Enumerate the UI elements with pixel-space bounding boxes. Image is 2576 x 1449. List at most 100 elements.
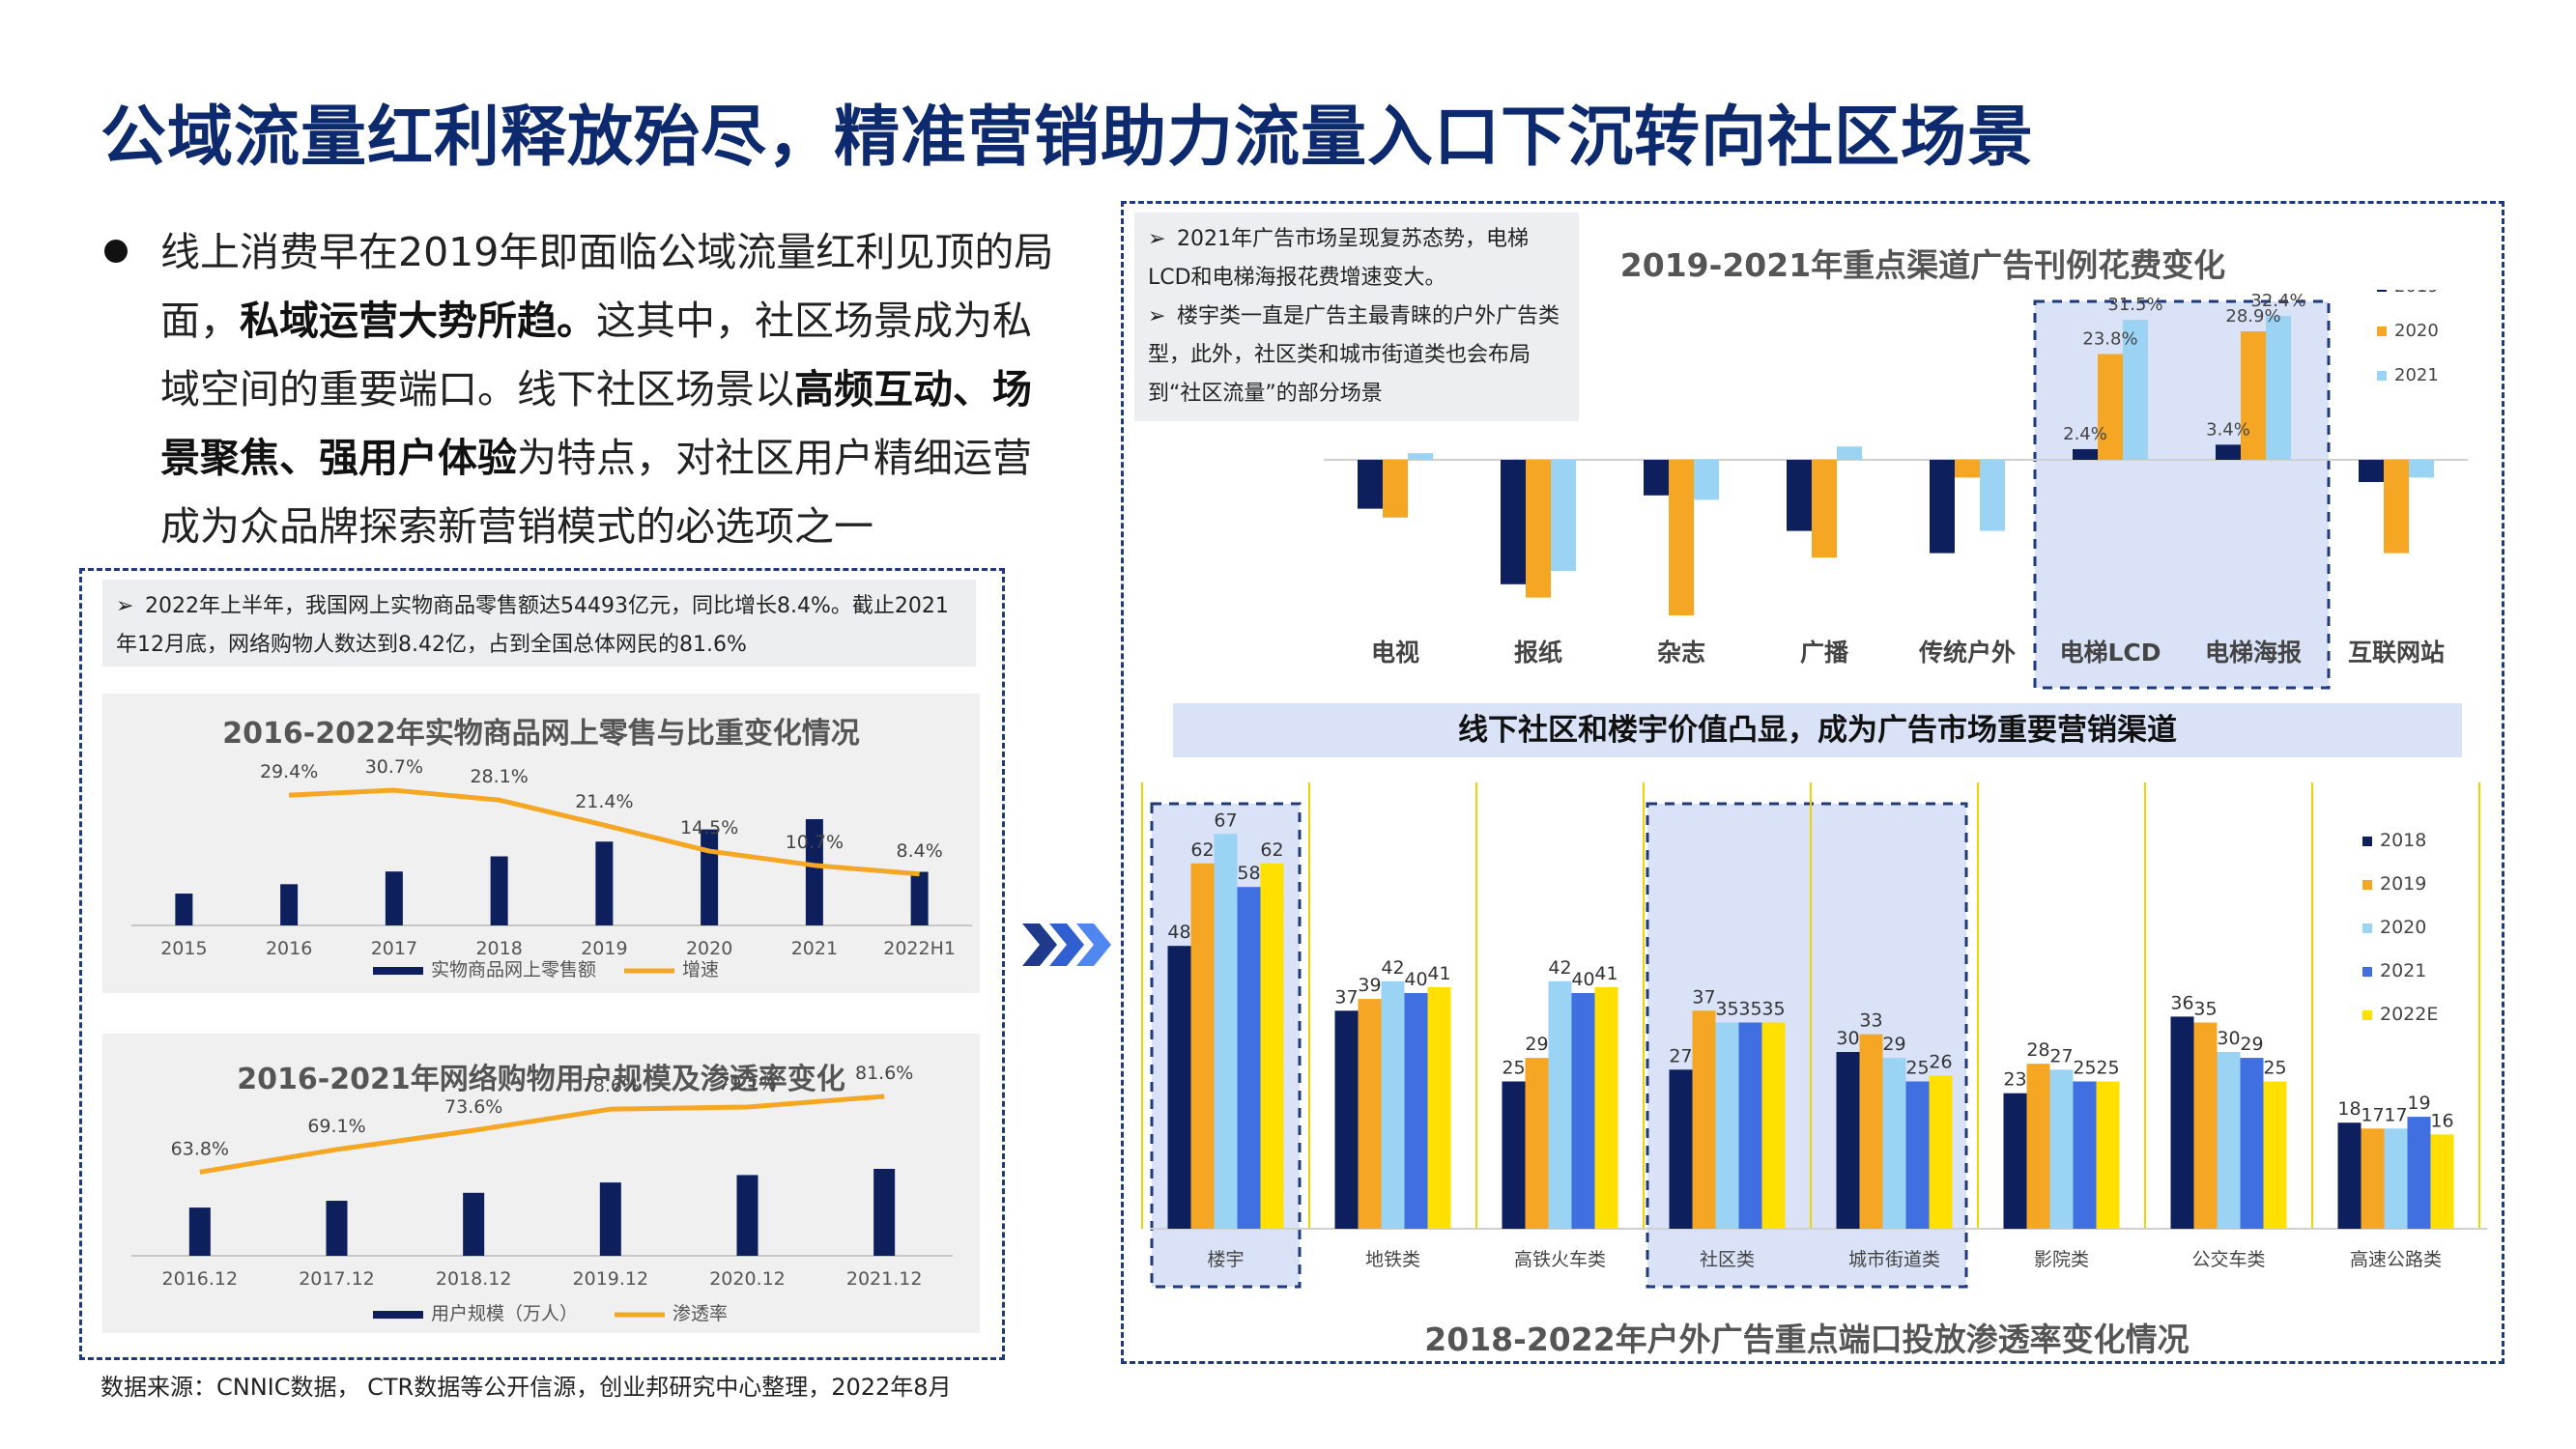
data-label: 41 [1427, 963, 1450, 984]
bar [1502, 1081, 1526, 1229]
data-label: 32.4% [2250, 291, 2305, 311]
bar [1525, 1058, 1549, 1229]
data-label: 29 [1525, 1034, 1548, 1055]
bar [2409, 460, 2434, 478]
chart2-panel [102, 1034, 980, 1333]
bar [1404, 993, 1428, 1229]
bar [2170, 1016, 2194, 1229]
data-label: 29 [2240, 1034, 2263, 1055]
bar [1859, 1034, 1883, 1229]
legend-swatch [2362, 837, 2372, 846]
x-tick-label: 2020 [686, 938, 732, 959]
x-tick-label: 2018.12 [436, 1268, 512, 1290]
legend-label: 渗透率 [673, 1303, 728, 1324]
data-label: 33 [1859, 1010, 1882, 1032]
bar [1571, 993, 1595, 1229]
note-arrow-icon: ➢ [1148, 227, 1166, 251]
bar [2240, 1058, 2264, 1229]
bar [2407, 1117, 2431, 1229]
data-label: 23 [2003, 1069, 2026, 1091]
bar [910, 871, 929, 925]
bar [736, 1175, 758, 1256]
data-label: 63.8% [171, 1138, 229, 1159]
bar [1594, 986, 1618, 1229]
x-tick-label: 高铁火车类 [1514, 1249, 1606, 1270]
bar [2096, 1081, 2120, 1229]
data-label: 31.5% [2107, 295, 2162, 315]
data-label: 39 [1358, 975, 1381, 996]
bar [2003, 1093, 2027, 1229]
legend-swatch [2377, 327, 2387, 336]
bar [1738, 1022, 1762, 1229]
bar [1260, 863, 1284, 1229]
bar [490, 856, 508, 925]
data-label: 35 [1715, 999, 1738, 1020]
data-label: 35 [2193, 999, 2217, 1020]
bar [1427, 986, 1451, 1229]
x-tick-label: 传统户外 [1918, 639, 2016, 667]
bar [1837, 446, 1862, 460]
bar [2123, 320, 2148, 460]
bar [463, 1192, 485, 1256]
data-label: 69.1% [307, 1116, 365, 1137]
x-tick-label: 高速公路类 [2350, 1249, 2442, 1270]
bar [1882, 1058, 1906, 1229]
data-label: 62 [1190, 839, 1214, 861]
chevron-arrows-icon [1022, 923, 1111, 966]
right-dashed-frame [1121, 201, 2504, 1364]
legend-label: 用户规模（万人） [431, 1303, 578, 1324]
data-label: 30 [2217, 1028, 2240, 1049]
data-label: 30.7% [365, 756, 423, 778]
bar [1955, 460, 1980, 478]
online-retail-chart: 2015 2016 29.4% 2017 30.7% 2018 28.1% 2019 21.4%… [131, 756, 972, 980]
data-label: 16 [2430, 1110, 2453, 1131]
bar [1526, 460, 1551, 598]
x-tick-label: 2021.12 [846, 1268, 923, 1290]
bar [2384, 460, 2409, 554]
left-note: ➢ 2022年上半年，我国网上实物商品零售额达54493亿元，同比增长8.4%。截… [102, 580, 976, 667]
bar [1237, 887, 1261, 1229]
legend-label: 2018 [2380, 830, 2426, 851]
x-tick-label: 电梯海报 [2205, 639, 2302, 667]
left-note-text: 2022年上半年，我国网上实物商品零售额达54493亿元，同比增长8.4%。截止… [116, 594, 949, 657]
bar [873, 1169, 896, 1256]
data-label: 40 [1404, 969, 1427, 990]
source-note: 数据来源：CNNIC数据， CTR数据等公开信源，创业邦研究中心整理，2022年… [100, 1374, 952, 1401]
x-tick-label: 广播 [1800, 639, 1849, 667]
data-label: 48 [1167, 922, 1190, 943]
data-label: 19 [2407, 1093, 2430, 1114]
data-label: 67 [1214, 810, 1237, 831]
x-tick-label: 地铁类 [1365, 1249, 1420, 1270]
chart2-title: 2016-2021年网络购物用户规模及渗透率变化 [237, 1063, 845, 1096]
legend-swatch [373, 1311, 423, 1319]
page-title: 公域流量红利释放殆尽，精准营销助力流量入口下沉转向社区场景 [100, 99, 2035, 176]
data-label: 40 [1571, 969, 1594, 990]
bar [2049, 1069, 2074, 1229]
x-tick-label: 公交车类 [2191, 1249, 2265, 1270]
bar [2073, 1081, 2097, 1229]
data-label: 62 [1260, 839, 1283, 861]
x-tick-label: 2015 [160, 938, 207, 959]
bar [2216, 444, 2241, 460]
bar [1761, 1022, 1786, 1229]
bar [1358, 460, 1383, 509]
bar [1930, 460, 1955, 554]
data-label: 8.4% [896, 840, 942, 862]
legend-label: 2020 [2380, 917, 2426, 938]
bar [701, 829, 719, 925]
x-tick-label: 2021 [791, 938, 838, 959]
x-tick-label: 楼宇 [1207, 1249, 1244, 1270]
banner: 线下社区和楼宇价值凸显，成为广告市场重要营销渠道 [1173, 703, 2462, 757]
legend-label: 2019 [2394, 290, 2439, 297]
data-label: 42 [1381, 957, 1404, 979]
bar [1501, 460, 1526, 584]
bar [1381, 980, 1405, 1229]
bar [1836, 1052, 1860, 1229]
legend-label: 2019 [2380, 873, 2426, 895]
bar [1669, 1069, 1693, 1229]
data-label: 17 [2361, 1104, 2384, 1125]
data-label: 18 [2337, 1098, 2361, 1120]
legend-label: 增速 [682, 959, 719, 980]
bar [1787, 460, 1812, 531]
chart1-title: 2016-2022年实物商品网上零售与比重变化情况 [222, 717, 860, 751]
